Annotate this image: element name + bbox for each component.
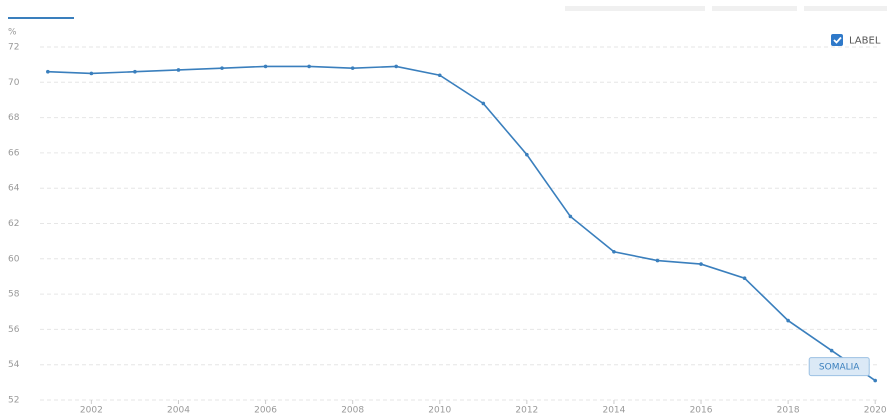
x-tick-label: 2010: [428, 406, 451, 416]
data-point: [743, 276, 747, 280]
data-point: [525, 153, 529, 157]
y-tick-label: 66: [8, 148, 20, 158]
data-point: [438, 73, 442, 77]
data-point: [351, 66, 355, 70]
data-point: [699, 262, 703, 266]
y-tick-label: 64: [8, 184, 20, 194]
data-point: [394, 65, 398, 69]
data-point: [786, 319, 790, 323]
y-tick-label: 54: [8, 360, 20, 370]
tab[interactable]: [712, 6, 797, 11]
x-tick-label: 2006: [254, 406, 277, 416]
y-tick-label: 60: [8, 254, 20, 264]
y-tick-label: 72: [8, 43, 19, 53]
y-tick-label: 52: [8, 396, 19, 406]
data-point: [481, 102, 485, 106]
y-tick-label: 56: [8, 325, 20, 335]
tab[interactable]: [804, 6, 887, 11]
data-point: [569, 215, 573, 219]
x-tick-label: 2012: [515, 406, 538, 416]
data-point: [90, 72, 94, 76]
data-point: [656, 259, 660, 263]
data-point: [830, 349, 834, 353]
y-tick-label: 70: [8, 78, 20, 88]
data-point: [873, 379, 877, 383]
checkbox[interactable]: [831, 34, 843, 46]
x-tick-label: 2002: [80, 406, 103, 416]
data-point: [177, 68, 181, 72]
data-point: [46, 70, 50, 74]
y-axis-label: %: [8, 28, 17, 38]
data-point: [307, 65, 311, 69]
x-tick-label: 2020: [864, 406, 887, 416]
x-tick-label: 2004: [167, 406, 190, 416]
y-tick-label: 68: [8, 113, 20, 123]
x-tick-label: 2018: [777, 406, 800, 416]
chart: % LABEL 52 54 56 58 60 62 64 66 68 70 72 2002 2004 20…: [0, 0, 887, 416]
toggle-label[interactable]: LABEL: [849, 36, 881, 47]
tab[interactable]: [565, 6, 705, 11]
background: [0, 0, 887, 416]
x-tick-label: 2008: [341, 406, 364, 416]
series-label: SOMALIA: [819, 363, 860, 373]
data-point: [133, 70, 137, 74]
x-tick-label: 2016: [690, 406, 713, 416]
x-tick-label: 2014: [602, 406, 625, 416]
data-point: [264, 65, 268, 69]
data-point: [612, 250, 616, 254]
y-tick-label: 58: [8, 290, 20, 300]
data-point: [220, 66, 224, 70]
y-tick-label: 62: [8, 219, 19, 229]
